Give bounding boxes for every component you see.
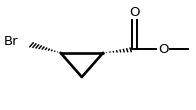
Text: O: O: [129, 6, 139, 19]
Text: O: O: [158, 43, 168, 56]
Text: Br: Br: [3, 35, 18, 48]
